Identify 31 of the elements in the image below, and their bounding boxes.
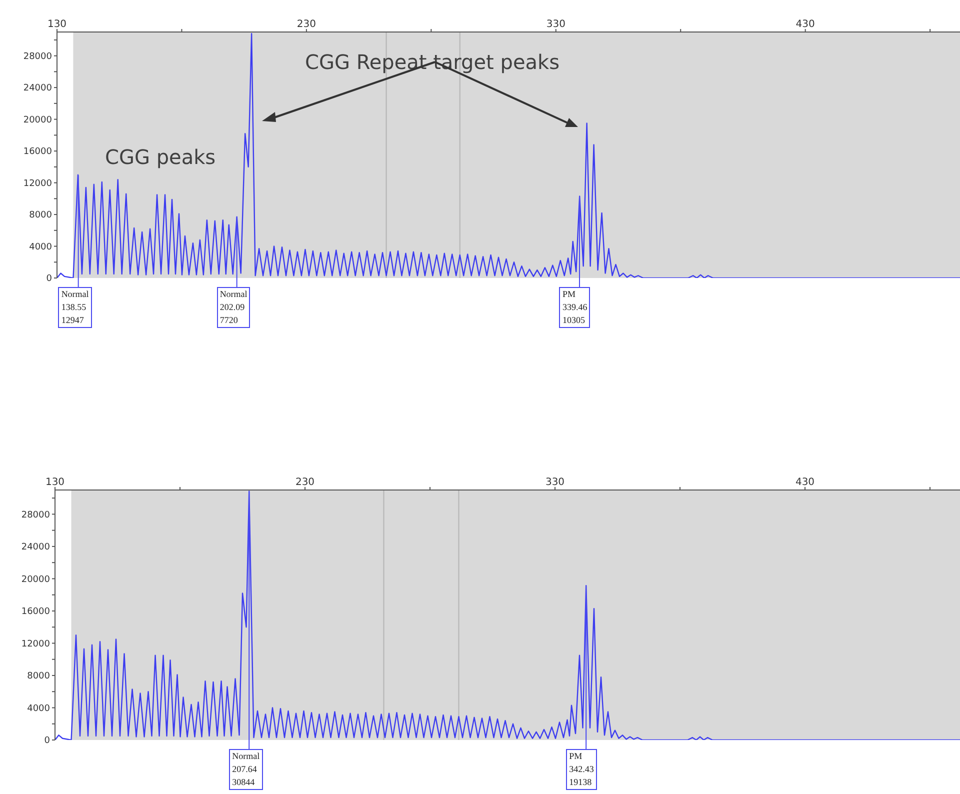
x-tick-label: 330 (545, 477, 565, 488)
y-tick-label: 16000 (23, 147, 52, 158)
y-tick-label: 4000 (29, 242, 52, 252)
x-tick-label: 130 (47, 19, 67, 30)
y-tick-label: 8000 (27, 672, 50, 682)
annotation: Normal 207.64 30844 (232, 750, 260, 789)
y-tick-label: 4000 (27, 704, 50, 714)
annotation: PM 342.43 19138 (569, 750, 594, 789)
annotation: CGG peaks (105, 145, 216, 169)
annotation: PM 339.46 10305 (562, 288, 588, 327)
y-tick-label: 24000 (21, 542, 50, 553)
y-tick-label: 16000 (21, 607, 50, 618)
y-tick-label: 8000 (29, 210, 52, 221)
x-tick-label: 230 (295, 477, 315, 488)
y-tick-label: 20000 (21, 574, 50, 585)
x-tick-label: 330 (546, 19, 566, 30)
y-tick-label: 0 (46, 274, 52, 284)
y-tick-label: 20000 (23, 115, 52, 126)
x-tick-label: 430 (795, 477, 815, 488)
annotation: Normal 202.09 7720 (220, 288, 248, 327)
y-tick-label: 24000 (23, 84, 52, 94)
y-tick-label: 12000 (21, 639, 50, 650)
annotation: CGG Repeat target peaks (305, 50, 560, 74)
y-tick-label: 28000 (23, 52, 52, 62)
y-tick-label: 0 (44, 736, 50, 746)
x-tick-label: 430 (796, 19, 815, 30)
y-tick-label: 12000 (23, 178, 52, 189)
annotation: Normal 138.55 12947 (61, 288, 89, 327)
x-tick-label: 130 (45, 477, 65, 488)
x-tick-label: 230 (296, 19, 316, 30)
y-tick-label: 28000 (21, 510, 50, 520)
